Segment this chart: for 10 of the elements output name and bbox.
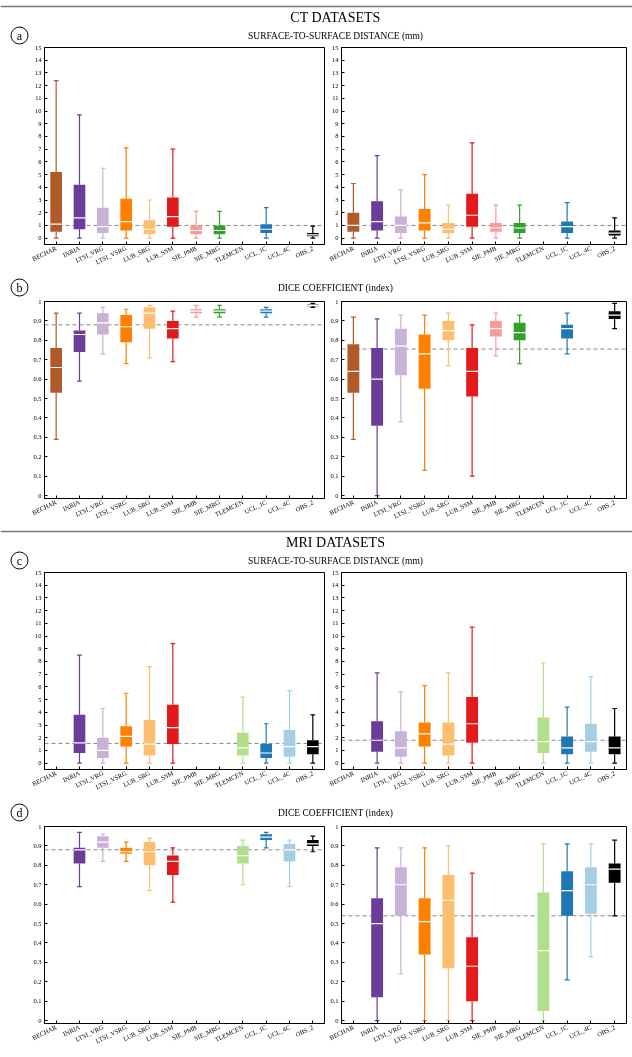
chart-subtitle: SURFACE-TO-SURFACE DISTANCE (mm) [248, 555, 424, 567]
text: d [16, 806, 23, 820]
text: c [16, 554, 23, 568]
chart-title: MRI DATASETS [286, 535, 385, 550]
chart-title: CT DATASETS [290, 10, 381, 25]
chart-subtitle: SURFACE-TO-SURFACE DISTANCE (mm) [248, 30, 424, 42]
chart-subtitle: DICE COEFFICIENT (index) [277, 282, 393, 294]
chart-subtitle: DICE COEFFICIENT (index) [277, 807, 393, 819]
text: a [16, 29, 23, 43]
text: b [16, 281, 23, 295]
